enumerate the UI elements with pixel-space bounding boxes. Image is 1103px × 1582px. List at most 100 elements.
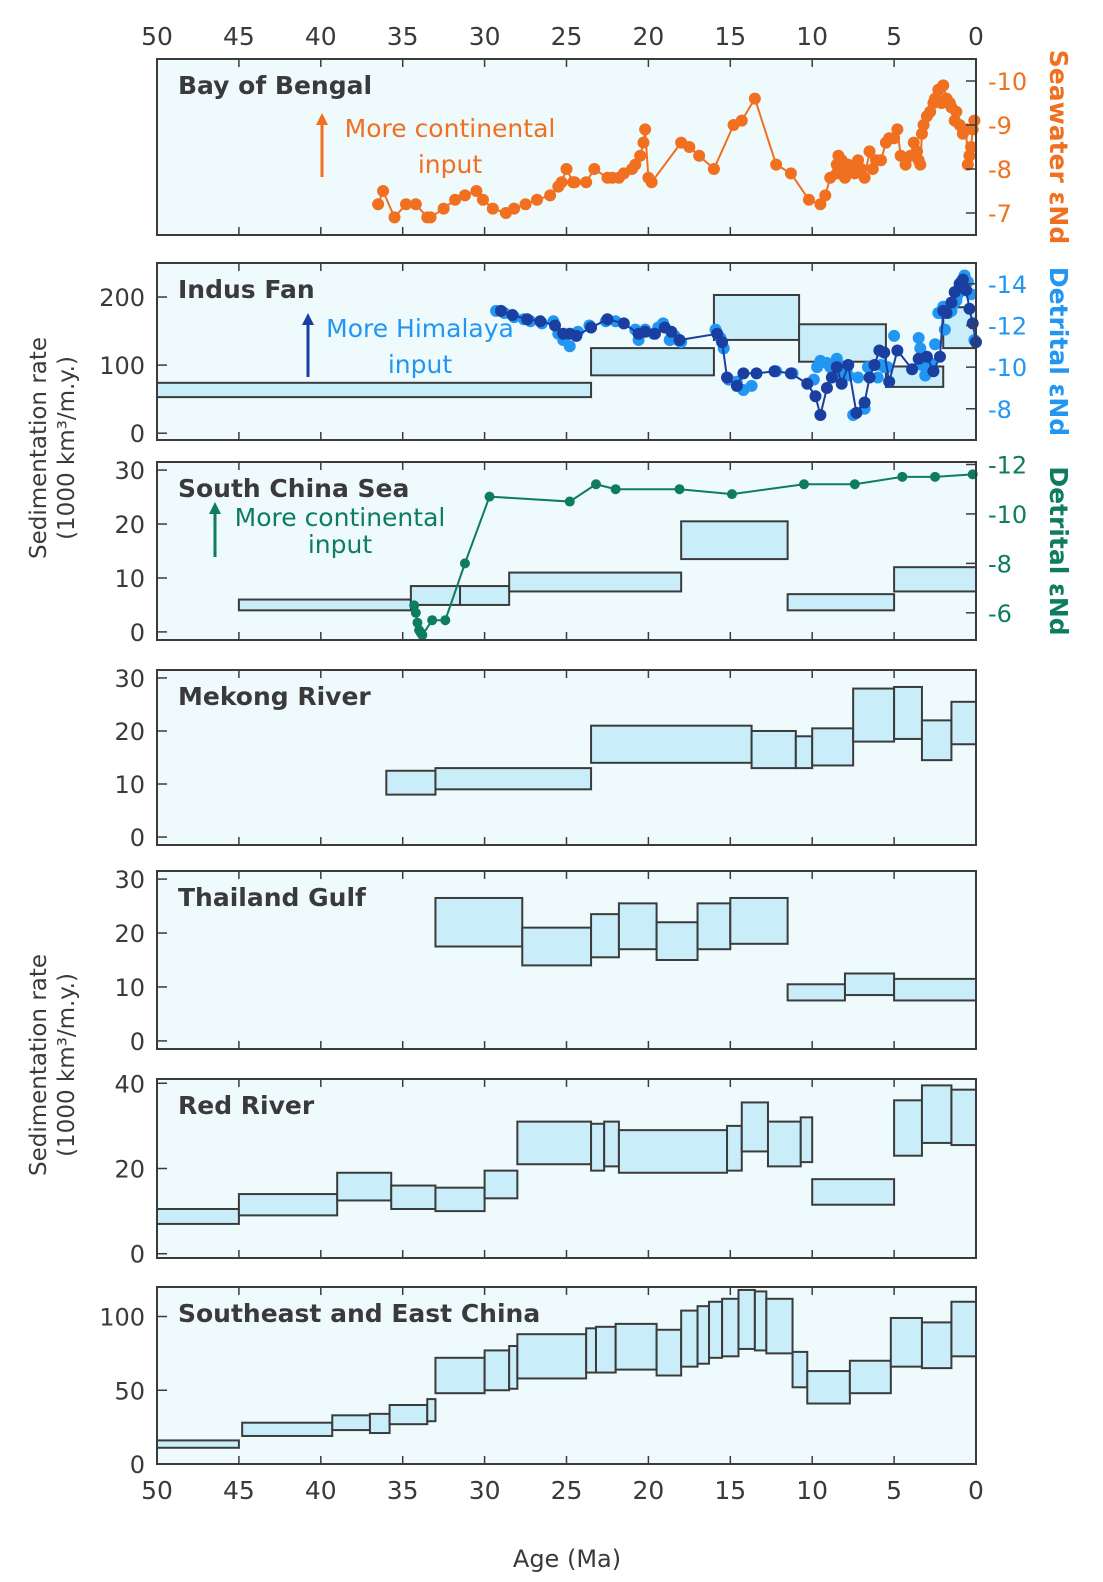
- sedimentation-box: [434, 896, 524, 948]
- x-tick-label-bottom: 20: [632, 1476, 664, 1505]
- sedimentation-box: [811, 727, 855, 767]
- panel-frame: [156, 870, 977, 1050]
- data-point: [830, 361, 843, 374]
- x-axis-label: Age (Ma): [513, 1545, 621, 1573]
- data-point: [410, 607, 421, 618]
- y-tick-label: 0: [130, 1241, 145, 1269]
- sedimentation-box: [655, 1328, 683, 1377]
- sedimentation-box: [459, 585, 511, 606]
- sedimentation-box: [483, 1349, 511, 1392]
- y-axis-label-lower-line2: (1000 km³/m.y.): [54, 973, 80, 1157]
- sedimentation-box: [843, 972, 896, 997]
- sedimentation-box: [721, 1297, 740, 1358]
- panel-south_china_sea: 0 10 20 30 -12 -10 -8 -6 Detrital εNd More contin…: [114, 451, 1073, 646]
- panel-southeast_east_china: 0 50 100 Southeast and East China: [99, 1286, 977, 1479]
- data-point: [549, 319, 562, 332]
- sedimentation-box: [434, 1356, 486, 1395]
- sedimentation-box: [920, 719, 953, 762]
- right-tick-label: -10: [988, 501, 1027, 529]
- sedimentation-box: [806, 1370, 851, 1405]
- sedimentation-box: [590, 724, 753, 764]
- x-tick-label-top: 15: [714, 22, 746, 51]
- data-point: [968, 114, 981, 127]
- data-point: [814, 198, 827, 211]
- sedimentation-box: [368, 1412, 391, 1435]
- y-tick-label: 0: [130, 420, 145, 448]
- data-point: [897, 471, 908, 482]
- sedimentation-box: [740, 1101, 769, 1153]
- data-point: [588, 163, 601, 175]
- data-point: [820, 381, 833, 394]
- sedimentation-box: [893, 977, 977, 1002]
- data-point: [637, 136, 650, 149]
- data-point: [726, 489, 737, 500]
- data-point: [531, 193, 544, 206]
- panel-frame: [156, 1286, 977, 1465]
- data-point: [440, 615, 451, 626]
- panel-frame: [156, 58, 977, 236]
- sedimentation-box: [696, 902, 732, 951]
- x-tick-label-bottom: 25: [551, 1476, 583, 1505]
- data-point: [819, 189, 832, 202]
- data-point: [945, 296, 958, 309]
- data-point: [519, 198, 532, 211]
- annotation-line-1: More continental: [235, 503, 446, 532]
- y-axis-label-lower-line1: Sedimentation rate: [26, 954, 52, 1176]
- sedimentation-box: [893, 685, 923, 740]
- sedimentation-box: [594, 1325, 617, 1374]
- data-point: [634, 149, 647, 162]
- data-point: [707, 163, 720, 175]
- sedimentation-box: [385, 769, 437, 796]
- x-tick-label-bottom: 10: [796, 1476, 828, 1505]
- data-point: [784, 167, 797, 180]
- y-tick-label: 10: [114, 565, 145, 593]
- y-tick-label: 50: [114, 1377, 145, 1405]
- data-point: [891, 123, 904, 136]
- data-point: [730, 379, 743, 392]
- data-point: [750, 367, 763, 380]
- data-point: [801, 377, 814, 390]
- data-point: [424, 211, 437, 224]
- sedimentation-box: [708, 1300, 724, 1359]
- y-tick-label: 30: [114, 457, 145, 485]
- sedimentation-box: [156, 1207, 240, 1225]
- sedimentation-box: [390, 1184, 437, 1210]
- x-tick-label-top: 20: [632, 22, 664, 51]
- sedimentation-box: [798, 323, 887, 363]
- data-point: [570, 329, 583, 342]
- panel-indus_fan: 0 100 200 -14 -12 -10 -8 Detrital εNd More Himal…: [99, 262, 1073, 448]
- right-axis-label: Detrital εNd: [1044, 466, 1073, 635]
- right-tick-label: -10: [988, 354, 1027, 382]
- data-point: [737, 367, 750, 380]
- data-point: [883, 375, 896, 388]
- panel-title: Bay of Bengal: [178, 71, 372, 100]
- data-point: [590, 479, 601, 490]
- x-tick-label-top: 5: [886, 22, 902, 51]
- data-point: [494, 304, 507, 317]
- data-point: [940, 306, 953, 319]
- data-point: [568, 176, 581, 189]
- data-point: [476, 193, 489, 206]
- data-point: [842, 359, 855, 372]
- x-tick-label-top: 40: [305, 22, 337, 51]
- y-tick-label: 20: [114, 718, 145, 746]
- data-point: [920, 350, 933, 363]
- x-tick-label-top: 10: [796, 22, 828, 51]
- y-tick-label: 20: [114, 920, 145, 948]
- sedimentation-box: [331, 1414, 371, 1432]
- panel-title: Mekong River: [178, 682, 371, 711]
- sedimentation-box: [680, 520, 789, 561]
- panel-frame: [156, 669, 977, 846]
- panel-title: South China Sea: [178, 474, 409, 503]
- sedimentation-box: [696, 1305, 711, 1365]
- right-tick-label: -8: [988, 156, 1012, 184]
- data-point: [388, 211, 401, 224]
- panel-background: [157, 1079, 976, 1258]
- data-point: [784, 367, 797, 380]
- sedimentation-box: [434, 767, 593, 791]
- data-point: [486, 202, 499, 215]
- data-point: [927, 365, 940, 378]
- right-tick-label: -8: [988, 550, 1012, 578]
- right-tick-label: -12: [988, 451, 1027, 479]
- sedimentation-box: [590, 1122, 606, 1172]
